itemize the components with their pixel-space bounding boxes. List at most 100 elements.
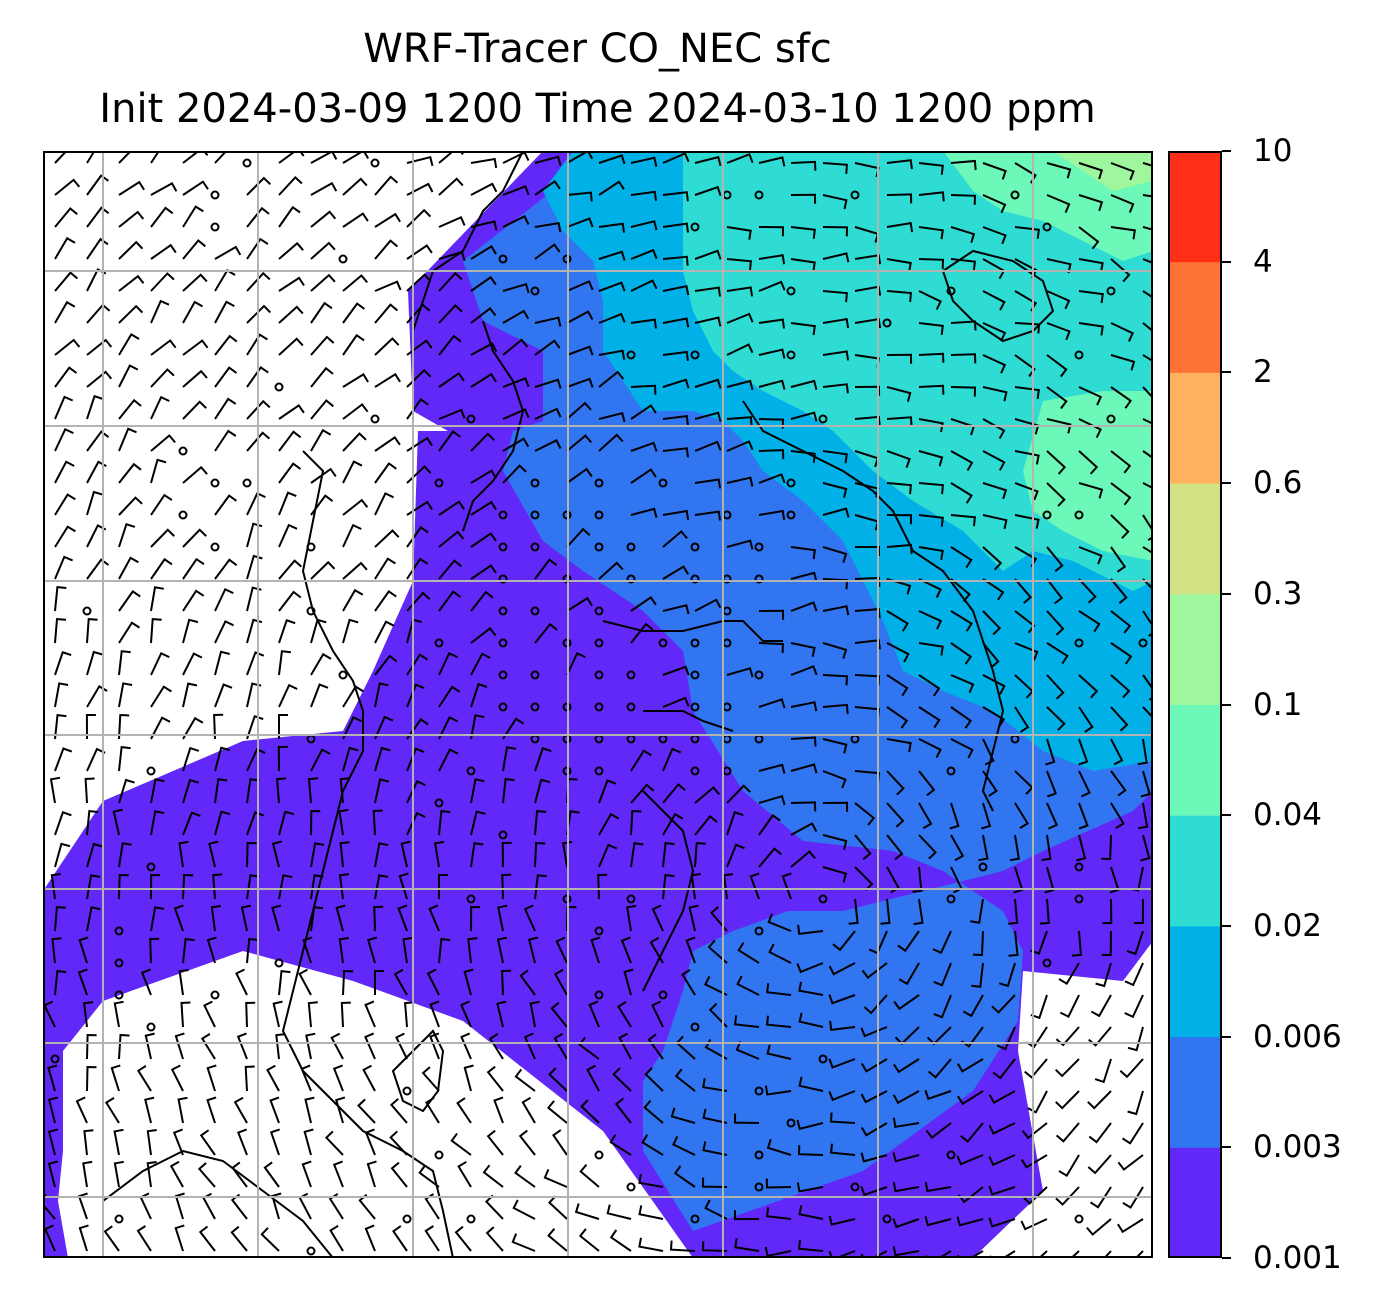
- wind-barb: [366, 936, 378, 964]
- wind-barb: [332, 1160, 344, 1188]
- wind-barb: [662, 152, 690, 164]
- wind-barb: [950, 578, 971, 602]
- wind-barb: [766, 1015, 792, 1028]
- wind-barb: [982, 546, 1003, 571]
- wind-barb: [86, 685, 108, 708]
- wind-barb: [1142, 514, 1153, 541]
- wind-barb: [118, 304, 144, 324]
- wind-barb: [260, 1227, 280, 1252]
- wind-barb: [198, 1225, 216, 1252]
- wind-barb: [1014, 482, 1039, 501]
- wind-barb: [406, 182, 434, 196]
- wind-barb: [988, 1122, 1016, 1135]
- wind-barb: [342, 460, 363, 484]
- wind-barb: [406, 683, 425, 708]
- wind-barb: [828, 1090, 856, 1102]
- wind-barb: [206, 1064, 217, 1092]
- wind-barb: [501, 873, 512, 900]
- wind-barb: [962, 994, 984, 1018]
- wind-barb: [77, 968, 88, 996]
- calm-wind-circle: [818, 414, 828, 424]
- calm-wind-circle: [1042, 958, 1052, 968]
- wind-barb: [230, 1225, 248, 1252]
- wind-barb: [726, 226, 752, 240]
- wind-barb: [1022, 1186, 1048, 1205]
- wind-barb: [828, 1250, 856, 1258]
- wind-barb: [758, 814, 781, 836]
- wind-barb: [54, 842, 71, 868]
- calm-wind-circle: [690, 350, 700, 360]
- wind-barb: [338, 937, 349, 964]
- wind-barb: [606, 1204, 632, 1220]
- calm-wind-circle: [626, 542, 636, 552]
- wind-barb: [1046, 322, 1071, 341]
- wind-barb: [310, 181, 338, 196]
- wind-barb: [566, 434, 592, 452]
- wind-barb: [86, 206, 110, 228]
- wind-barb: [1137, 738, 1148, 766]
- wind-barb: [502, 464, 527, 484]
- wind-barb: [1127, 1090, 1144, 1116]
- wind-barb: [136, 1065, 152, 1092]
- wind-barb: [982, 770, 998, 797]
- wind-barb: [86, 874, 101, 900]
- wind-barb: [470, 842, 484, 868]
- wind-barb: [438, 408, 466, 420]
- wind-barb: [301, 1160, 312, 1188]
- wind-barb: [342, 561, 368, 580]
- wind-barb: [150, 243, 177, 260]
- wind-barb: [305, 1032, 316, 1060]
- wind-barb: [182, 239, 206, 260]
- wind-barb: [374, 239, 399, 260]
- wind-barb: [335, 904, 346, 932]
- wind-barb: [609, 1229, 632, 1252]
- wind-barb: [470, 810, 486, 836]
- wind-barb: [214, 620, 234, 644]
- wind-barb: [662, 783, 686, 804]
- wind-barb: [374, 372, 401, 388]
- wind-barb: [214, 683, 233, 708]
- wind-barb: [598, 281, 626, 292]
- wind-barb: [982, 162, 1007, 180]
- wind-barb: [425, 1096, 440, 1124]
- wind-barb: [886, 706, 909, 729]
- wind-barb: [574, 1203, 600, 1220]
- wind-barb: [918, 258, 945, 269]
- wind-barb: [470, 714, 485, 740]
- wind-barb: [278, 714, 288, 739]
- wind-barb: [118, 180, 145, 196]
- wind-barb: [702, 1108, 728, 1124]
- wind-barb: [758, 156, 786, 167]
- wind-barb: [150, 299, 170, 324]
- calm-wind-circle: [1042, 510, 1052, 520]
- map-panel: [43, 151, 1153, 1258]
- wind-barb: [758, 254, 786, 265]
- wind-barb: [758, 348, 786, 359]
- wind-barb: [433, 840, 445, 868]
- wind-barb: [400, 840, 411, 868]
- wind-barb: [342, 746, 359, 772]
- calm-wind-circle: [754, 190, 764, 200]
- wind-barb: [734, 1238, 760, 1252]
- wind-barb: [598, 154, 626, 165]
- wind-barb: [886, 482, 912, 495]
- wind-barb: [470, 532, 497, 548]
- wind-barb: [150, 618, 162, 644]
- wind-barb: [497, 904, 508, 932]
- wind-barb: [1046, 162, 1072, 179]
- wind-barb: [790, 642, 816, 657]
- wind-barb: [235, 968, 248, 996]
- wind-barb: [597, 873, 608, 900]
- wind-barb: [389, 1098, 408, 1124]
- wind-barb: [758, 226, 785, 237]
- wind-barb: [1110, 802, 1125, 830]
- wind-barb: [112, 808, 123, 836]
- wind-barb: [342, 715, 362, 740]
- wind-barb: [694, 510, 721, 521]
- wind-barb: [950, 514, 976, 527]
- wind-barb: [1059, 994, 1080, 1018]
- wind-barb: [860, 1058, 888, 1073]
- wind-barb: [892, 1090, 920, 1105]
- wind-barb: [822, 482, 848, 499]
- wind-barb: [566, 377, 594, 388]
